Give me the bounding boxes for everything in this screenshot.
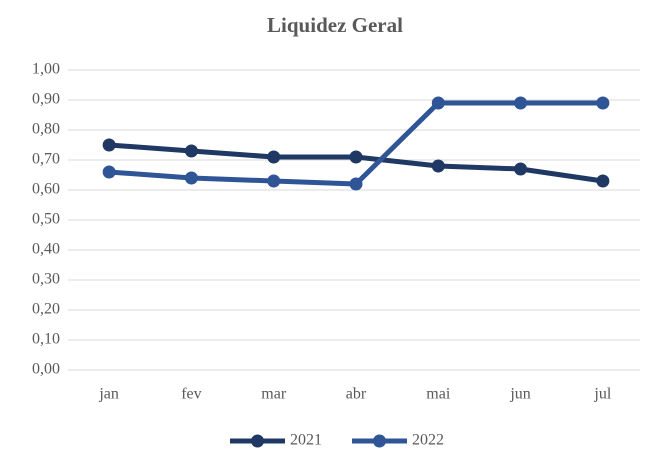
y-tick-label: 0,00 <box>32 361 60 378</box>
legend-marker <box>373 434 386 448</box>
legend-label: 2021 <box>290 432 322 449</box>
point <box>596 174 610 188</box>
point <box>514 96 528 110</box>
y-tick-label: 0,80 <box>32 121 60 138</box>
y-tick-label: 0,70 <box>32 151 60 168</box>
legend-marker <box>251 434 264 448</box>
point <box>102 165 116 179</box>
x-tick-label: mar <box>261 386 287 403</box>
point <box>349 150 363 164</box>
point <box>596 96 610 110</box>
legend-label: 2022 <box>412 432 444 449</box>
x-tick-label: fev <box>181 386 201 403</box>
y-tick-label: 0,90 <box>32 91 60 108</box>
chart-title: Liquidez Geral <box>267 13 403 37</box>
point <box>267 150 281 164</box>
y-tick-label: 0,30 <box>32 271 60 288</box>
y-tick-label: 0,60 <box>32 181 60 198</box>
point <box>184 144 198 158</box>
y-tick-label: 1,00 <box>32 61 60 78</box>
y-tick-label: 0,20 <box>32 301 60 318</box>
x-tick-label: jul <box>593 386 611 403</box>
point <box>431 96 445 110</box>
x-tick-label: abr <box>346 386 367 403</box>
x-tick-label: jan <box>98 386 119 403</box>
x-tick-label: mai <box>426 386 451 403</box>
y-tick-label: 0,10 <box>32 331 60 348</box>
point <box>267 174 281 188</box>
point <box>184 171 198 185</box>
x-tick-label: jun <box>509 386 530 403</box>
y-tick-label: 0,40 <box>32 241 60 258</box>
point <box>349 177 363 191</box>
point <box>514 162 528 176</box>
point <box>102 138 116 152</box>
point <box>431 159 445 173</box>
y-tick-label: 0,50 <box>32 211 60 228</box>
